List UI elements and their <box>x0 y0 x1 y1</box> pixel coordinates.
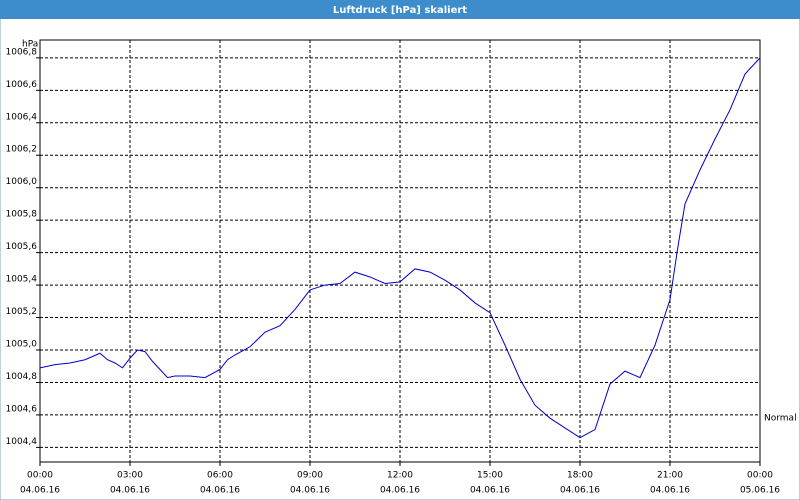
y-tick-label: 1005,2 <box>6 307 38 317</box>
y-tick-label: 1004,4 <box>6 437 38 447</box>
y-tick-label: 1006,2 <box>6 145 38 155</box>
x-tick-date: 05.06.16 <box>740 486 780 496</box>
y-tick-label: 1006,8 <box>6 47 38 57</box>
y-axis-label: hPa <box>22 40 38 50</box>
chart-title: Luftdruck [hPa] skaliert <box>333 5 467 16</box>
y-tick-label: 1005,8 <box>6 210 38 220</box>
x-tick-date: 04.06.16 <box>650 486 690 496</box>
x-tick-label: 00:00 <box>27 471 53 481</box>
annotation: Normal <box>764 414 797 424</box>
title-bar <box>0 0 800 19</box>
x-tick-label: 00:00 <box>747 471 773 481</box>
x-tick-label: 21:00 <box>657 471 683 481</box>
x-tick-label: 18:00 <box>567 471 593 481</box>
x-tick-date: 04.06.16 <box>470 486 510 496</box>
x-tick-label: 06:00 <box>207 471 233 481</box>
x-tick-date: 04.06.16 <box>20 486 60 496</box>
y-tick-label: 1004,6 <box>6 404 38 414</box>
y-tick-label: 1006,6 <box>6 80 38 90</box>
y-tick-label: 1006,0 <box>6 177 38 187</box>
y-tick-label: 1005,0 <box>6 340 38 350</box>
x-tick-date: 04.06.16 <box>380 486 420 496</box>
x-tick-date: 04.06.16 <box>200 486 240 496</box>
x-tick-label: 12:00 <box>387 471 413 481</box>
data-line <box>39 57 761 439</box>
y-tick-label: 1005,6 <box>6 242 38 252</box>
y-tick-label: 1004,8 <box>6 372 38 382</box>
y-tick-label: 1005,4 <box>6 275 38 285</box>
x-tick-date: 04.06.16 <box>560 486 600 496</box>
x-tick-label: 15:00 <box>477 471 503 481</box>
x-tick-date: 04.06.16 <box>110 486 150 496</box>
x-tick-date: 04.06.16 <box>290 486 330 496</box>
y-tick-label: 1006,4 <box>6 112 38 122</box>
x-tick-label: 03:00 <box>117 471 143 481</box>
x-tick-label: 09:00 <box>297 471 323 481</box>
